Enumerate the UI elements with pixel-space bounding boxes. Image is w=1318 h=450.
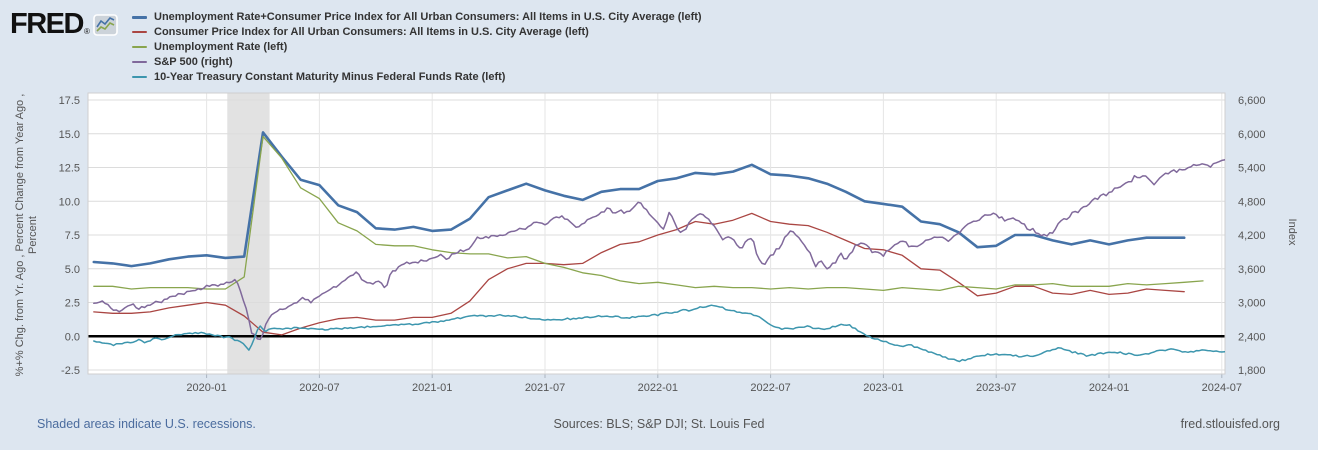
- chart-legend: Unemployment Rate+Consumer Price Index f…: [132, 10, 702, 84]
- legend-label: S&P 500 (right): [154, 55, 233, 68]
- registered-trademark-icon: ®: [83, 27, 90, 36]
- fred-logo[interactable]: FRED ®: [10, 8, 118, 40]
- legend-swatch-line: [132, 15, 147, 19]
- legend-swatch-line: [132, 31, 147, 34]
- legend-label: Unemployment Rate (left): [154, 40, 288, 53]
- sources-text: Sources: BLS; S&P DJI; St. Louis Fed: [553, 417, 765, 431]
- logo-green-sparkline: [96, 21, 115, 32]
- x-tick-label: 2021-01: [412, 382, 452, 394]
- left-tick-label: 0.0: [65, 331, 80, 343]
- legend-swatch-line: [132, 45, 147, 48]
- left-tick-label: 10.0: [59, 196, 80, 208]
- right-axis-title: Index: [1286, 218, 1298, 246]
- legend-item: Unemployment Rate (left): [132, 40, 702, 55]
- legend-label: 10-Year Treasury Constant Maturity Minus…: [154, 70, 506, 83]
- x-tick-label: 2023-07: [976, 382, 1016, 394]
- left-tick-label: 17.5: [59, 95, 80, 107]
- left-axis-title-line2: Percent: [27, 216, 39, 254]
- left-tick-label: 15.0: [59, 129, 80, 141]
- right-tick-label: 4,200: [1238, 230, 1266, 242]
- legend-item: Consumer Price Index for All Urban Consu…: [132, 25, 702, 40]
- right-tick-label: 3,000: [1238, 298, 1266, 310]
- left-tick-label: -2.5: [61, 365, 80, 377]
- series-line-s-p-500: [93, 158, 1225, 341]
- right-tick-label: 2,400: [1238, 331, 1266, 343]
- legend-item: Unemployment Rate+Consumer Price Index f…: [132, 10, 702, 25]
- x-tick-label: 2020-07: [299, 382, 339, 394]
- series-line-consumer-price-index-for-all-urban-consumers-all-items-in-u-s-city-average: [93, 212, 1185, 336]
- right-tick-label: 4,800: [1238, 196, 1266, 208]
- x-tick-label: 2023-01: [863, 382, 903, 394]
- legend-item: S&P 500 (right): [132, 54, 702, 69]
- legend-swatch-line: [132, 75, 147, 78]
- logo-blue-sparkline: [96, 16, 115, 27]
- fred-logo-chart-icon: [93, 13, 118, 36]
- x-tick-label: 2020-01: [186, 382, 226, 394]
- x-tick-label: 2024-07: [1202, 382, 1242, 394]
- fred-url-link[interactable]: fred.stlouisfed.org: [1180, 417, 1280, 431]
- right-tick-label: 6,600: [1238, 95, 1266, 107]
- legend-label: Unemployment Rate+Consumer Price Index f…: [154, 11, 702, 24]
- x-tick-label: 2024-01: [1089, 382, 1129, 394]
- logo-icon-background: [93, 13, 118, 36]
- x-tick-label: 2022-01: [638, 382, 678, 394]
- left-axis-title: %+% Chg. from Yr. Ago , Percent Change f…: [14, 0, 40, 450]
- right-tick-label: 5,400: [1238, 163, 1266, 175]
- right-tick-label: 6,000: [1238, 129, 1266, 141]
- series-line-10-year-treasury-constant-maturity-minus-federal-funds-rate: [93, 304, 1225, 363]
- series-group: [92, 131, 1225, 363]
- left-axis-title-line1: %+% Chg. from Yr. Ago , Percent Change f…: [14, 93, 26, 377]
- legend-item: 10-Year Treasury Constant Maturity Minus…: [132, 69, 702, 84]
- legend-swatch-line: [132, 60, 147, 63]
- left-tick-label: 2.5: [65, 298, 80, 310]
- left-tick-label: 5.0: [65, 264, 80, 276]
- recession-note-link[interactable]: Shaded areas indicate U.S. recessions.: [37, 417, 256, 431]
- right-tick-label: 3,600: [1238, 264, 1266, 276]
- left-tick-label: 7.5: [65, 230, 80, 242]
- left-tick-label: 12.5: [59, 163, 80, 175]
- fred-logo-text: FRED: [10, 8, 84, 40]
- plot-border: [87, 92, 1226, 375]
- x-tick-label: 2022-07: [750, 382, 790, 394]
- series-line-unemployment-rate: [93, 135, 1204, 292]
- x-tick-label: 2021-07: [525, 382, 565, 394]
- right-tick-label: 1,800: [1238, 365, 1266, 377]
- legend-label: Consumer Price Index for All Urban Consu…: [154, 26, 589, 39]
- series-line-unemployment-rate-consumer-price-index-for-all-urban-consumers-all-items-in-u-s-city-average: [92, 131, 1186, 268]
